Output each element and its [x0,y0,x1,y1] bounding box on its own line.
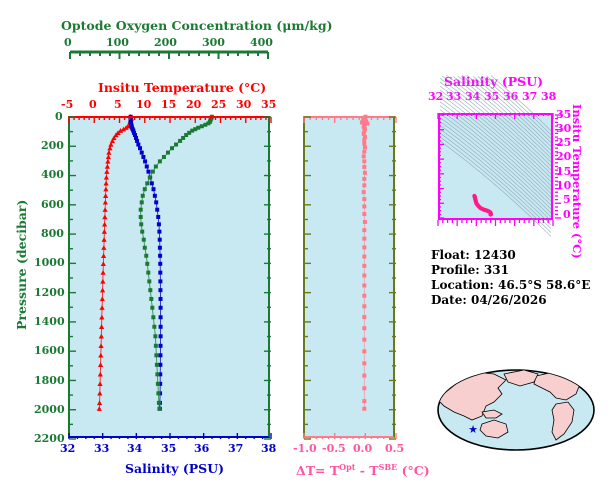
ts-temp-tick-0: 0 [563,208,571,221]
oxygen-axis-title: Optode Oxygen Concentration (μm/kg) [61,18,333,33]
temperature-axis-ticklabels: -5 0 5 10 15 20 25 30 35 [61,98,278,114]
metadata-float-label: Float: [431,248,470,262]
metadata-date-label: Date: [431,293,467,307]
metadata-float-value: 12430 [474,248,516,262]
temp-tick-n5: -5 [61,98,74,111]
greenland-landmass [569,370,591,383]
metadata-profile-row: Profile: 331 [431,263,590,278]
metadata-location-value: 46.5°S 58.6°E [497,278,591,292]
pressure-tick-1400: 1400 [34,315,65,328]
temp-tick-10: 10 [136,98,152,111]
eurasia-east-landmass [503,370,539,387]
main-profile-frame [68,116,270,438]
ts-temp-tick-25: 25 [556,136,572,149]
sal-tick-37: 37 [228,442,244,455]
pressure-tick-2000: 2000 [34,403,65,416]
pressure-tick-1000: 1000 [34,256,65,269]
metadata-profile-value: 331 [483,263,509,277]
ts-temp-tick-30: 30 [556,122,572,135]
dt-tick-n05: -0.5 [322,442,346,455]
sal-tick-34: 34 [127,442,143,455]
metadata-profile-label: Profile: [431,263,480,277]
metadata-date-row: Date: 04/26/2026 [431,293,590,308]
ts-sal-tick-32: 32 [428,90,444,103]
sal-tick-33: 33 [94,442,110,455]
indonesia-landmass [481,409,503,419]
south-america-landmass [551,401,575,441]
main-profile-data [96,114,214,411]
ts-temperature-axis-title-wrap: Insitu Temperature (°C) [570,104,609,259]
temp-tick-20: 20 [186,98,202,111]
ts-sal-tick-35: 35 [484,90,500,103]
sal-tick-38: 38 [261,442,277,455]
metadata-date-value: 04/26/2026 [470,293,547,307]
delta-axis-title-sup-sbe: SBE [378,462,398,472]
ts-temp-tick-10: 10 [556,179,572,192]
salinity-axis-title: Salinity (PSU) [125,461,225,476]
australia-landmass [479,419,509,439]
delta-temperature-plot-background [303,116,395,438]
ts-sal-tick-34: 34 [465,90,481,103]
temperature-axis-title: Insitu Temperature (°C) [98,80,267,95]
ts-temp-tick-15: 15 [556,165,572,178]
float-location-marker: ★ [468,423,478,436]
ts-temp-tick-20: 20 [556,150,572,163]
pressure-tick-1600: 1600 [34,344,65,357]
pressure-tick-2200: 2200 [34,432,65,445]
temp-tick-0: 0 [89,98,97,111]
pressure-tick-200: 200 [41,139,64,152]
delta-axis-title: ΔT= TOpt - TSBE (°C) [296,462,430,478]
temp-tick-15: 15 [161,98,177,111]
metadata-float-row: Float: 12430 [431,248,590,263]
ts-sal-tick-38: 38 [541,90,557,103]
metadata-location-label: Location: [431,278,494,292]
temp-tick-30: 30 [236,98,252,111]
oxygen-tick-200: 200 [154,36,177,49]
delta-axis-title-part1: ΔT= T [296,463,340,479]
ts-sal-tick-37: 37 [522,90,538,103]
sal-tick-36: 36 [194,442,210,455]
ts-temp-tick-5: 5 [563,193,571,206]
delta-axis-title-part2: - T [355,463,379,479]
sal-tick-35: 35 [161,442,177,455]
pressure-axis-title: Pressure (decibar) [14,199,29,330]
temperature-salinity-diagram [438,74,553,237]
dt-tick-00: 0.0 [353,442,373,455]
delta-axis-title-part3: (°C) [397,463,430,479]
pressure-tick-400: 400 [41,168,64,181]
oxygen-axis-ruler [69,50,269,59]
oxygen-tick-100: 100 [106,36,129,49]
pressure-tick-600: 600 [41,198,64,211]
dt-tick-05: 0.5 [385,442,405,455]
delta-temperature-ticks [303,116,397,440]
pressure-tick-1200: 1200 [34,286,65,299]
metadata-location-row: Location: 46.5°S 58.6°E [431,278,590,293]
delta-temperature-data [359,114,370,411]
oxygen-tick-400: 400 [250,36,273,49]
pressure-tick-1800: 1800 [34,374,65,387]
oxygen-axis-ticklabels: 0 100 200 300 400 [64,36,273,52]
oxygen-tick-300: 300 [202,36,225,49]
pressure-tick-0: 0 [55,110,63,123]
dt-tick-n10: -1.0 [293,442,317,455]
world-map: ★ [437,369,595,451]
delta-axis-title-sup-opt: Opt [339,462,356,472]
ts-axis-ticks [437,113,561,226]
sal-tick-32: 32 [60,442,76,455]
main-profile-ticks [68,116,272,440]
temp-tick-5: 5 [114,98,122,111]
ts-isopycnals-and-trace [439,74,552,237]
metadata-block: Float: 12430 Profile: 331 Location: 46.5… [431,248,590,308]
ts-temperature-axis-title: Insitu Temperature (°C) [570,104,584,259]
temp-tick-25: 25 [211,98,227,111]
temp-tick-35: 35 [261,98,277,111]
delta-temperature-frame [303,116,395,438]
pressure-tick-800: 800 [41,227,64,240]
oxygen-tick-0: 0 [64,36,72,49]
ts-temp-tick-35: 35 [556,108,572,121]
